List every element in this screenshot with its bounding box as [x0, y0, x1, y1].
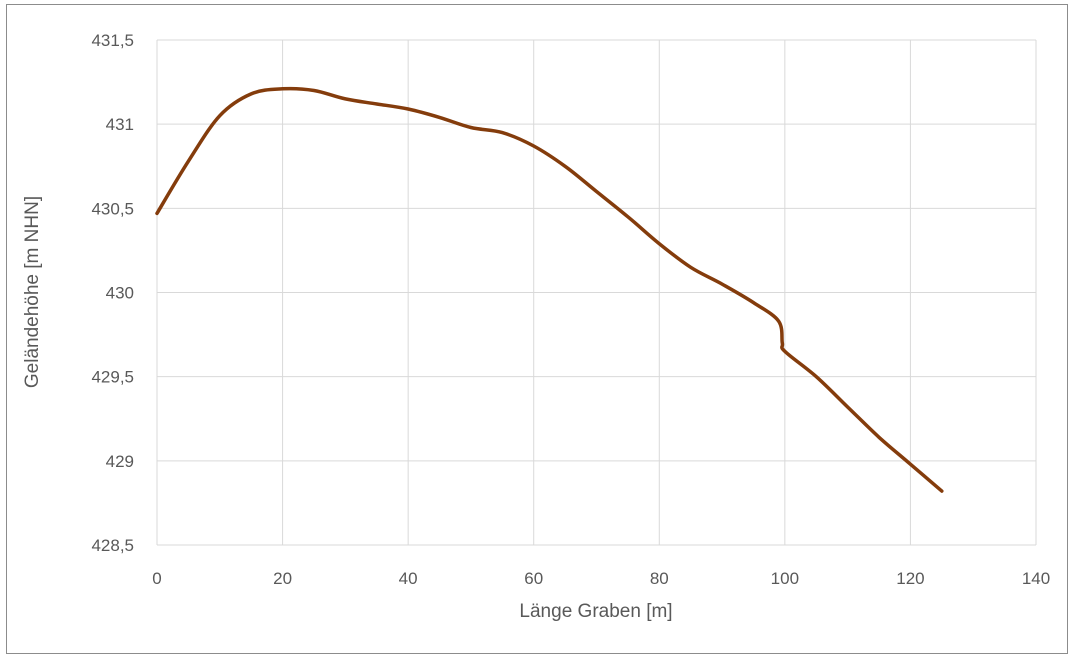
x-tick-label: 140 [1022, 569, 1050, 588]
y-tick-label: 430 [106, 284, 134, 303]
x-tick-labels: 0 20 40 60 80 100 120 140 [152, 569, 1050, 588]
x-tick-label: 80 [650, 569, 669, 588]
series-line [155, 86, 944, 493]
series-lines [155, 86, 944, 493]
y-axis-title: Geländehöhe [m NHN] [22, 196, 43, 388]
x-tick-label: 20 [273, 569, 292, 588]
x-tick-label: 0 [152, 569, 161, 588]
x-tick-label: 60 [524, 569, 543, 588]
y-tick-labels: 428,5 429 429,5 430 430,5 431 431,5 [91, 31, 134, 555]
horizontal-gridlines [157, 39, 1036, 546]
y-tick-label: 431,5 [91, 31, 134, 50]
x-tick-label: 40 [399, 569, 418, 588]
y-tick-label: 430,5 [91, 199, 134, 218]
chart-area [6, 4, 1068, 654]
y-tick-label: 429,5 [91, 368, 134, 387]
x-axis-title: Länge Graben [m] [519, 601, 672, 622]
y-tick-label: 431 [106, 115, 134, 134]
x-tick-label: 100 [771, 569, 799, 588]
y-tick-label: 428,5 [91, 536, 134, 555]
x-tick-label: 120 [896, 569, 924, 588]
y-tick-label: 429 [106, 452, 134, 471]
